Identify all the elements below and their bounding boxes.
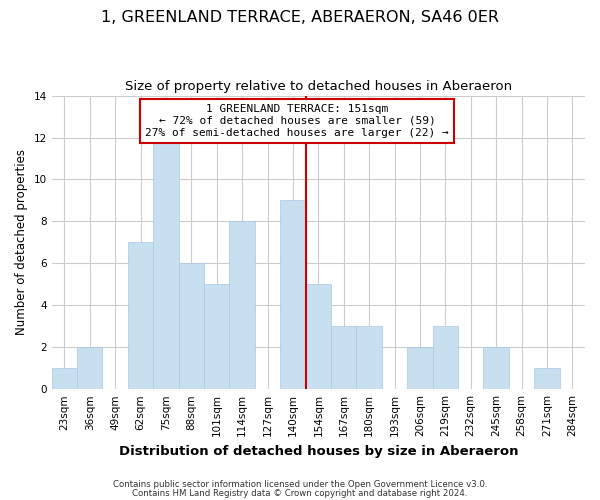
Bar xyxy=(153,138,179,389)
Text: Contains public sector information licensed under the Open Government Licence v3: Contains public sector information licen… xyxy=(113,480,487,489)
Bar xyxy=(433,326,458,389)
Bar xyxy=(128,242,153,389)
Bar xyxy=(77,347,103,389)
Title: Size of property relative to detached houses in Aberaeron: Size of property relative to detached ho… xyxy=(125,80,512,93)
Bar xyxy=(204,284,229,389)
Text: Contains HM Land Registry data © Crown copyright and database right 2024.: Contains HM Land Registry data © Crown c… xyxy=(132,488,468,498)
Bar xyxy=(356,326,382,389)
Bar xyxy=(407,347,433,389)
Text: 1, GREENLAND TERRACE, ABERAERON, SA46 0ER: 1, GREENLAND TERRACE, ABERAERON, SA46 0E… xyxy=(101,10,499,25)
X-axis label: Distribution of detached houses by size in Aberaeron: Distribution of detached houses by size … xyxy=(119,444,518,458)
Bar xyxy=(331,326,356,389)
Bar xyxy=(305,284,331,389)
Text: 1 GREENLAND TERRACE: 151sqm
← 72% of detached houses are smaller (59)
27% of sem: 1 GREENLAND TERRACE: 151sqm ← 72% of det… xyxy=(145,104,449,138)
Bar xyxy=(52,368,77,389)
Bar xyxy=(229,222,255,389)
Bar xyxy=(179,264,204,389)
Bar xyxy=(534,368,560,389)
Bar xyxy=(484,347,509,389)
Y-axis label: Number of detached properties: Number of detached properties xyxy=(15,150,28,336)
Bar xyxy=(280,200,305,389)
